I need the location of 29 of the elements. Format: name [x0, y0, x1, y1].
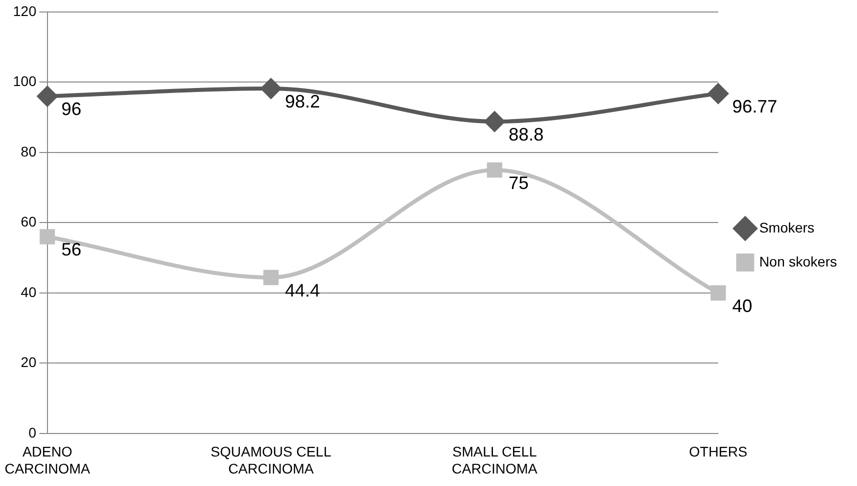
point	[37, 86, 58, 106]
data-label: 98.2	[284, 92, 320, 112]
point	[260, 78, 281, 99]
data-label: 88.8	[508, 124, 544, 145]
x-tick-label: SQUAMOUS CELL CARCINOMA	[210, 444, 332, 476]
data-label: 96	[61, 99, 82, 120]
data-label: 56	[61, 240, 82, 260]
y-tick-label: 20	[20, 354, 37, 370]
x-tick-label: SMALL CELL CARCINOMA	[452, 444, 538, 476]
data-label: 75	[508, 172, 529, 193]
y-tick-label: 120	[13, 2, 37, 19]
x-tick-label: ADENO CARCINOMA	[4, 444, 91, 476]
y-tick-label: 40	[20, 284, 37, 300]
point	[40, 229, 56, 244]
x-tick-label: OTHERS	[689, 444, 748, 460]
point	[486, 162, 502, 178]
legend-label: Smokers	[759, 219, 814, 236]
data-label: 96.77	[732, 96, 778, 117]
legend-label: Non skokers	[759, 253, 838, 270]
point	[708, 84, 728, 104]
data-label: 44.4	[284, 280, 320, 300]
point	[484, 112, 505, 132]
point	[263, 270, 279, 286]
y-tick-label: 0	[28, 424, 37, 440]
point	[710, 285, 726, 301]
data-label: 40	[732, 296, 752, 316]
y-tick-label: 60	[20, 214, 37, 230]
y-tick-label: 100	[13, 73, 37, 90]
y-tick-label: 80	[20, 143, 37, 160]
